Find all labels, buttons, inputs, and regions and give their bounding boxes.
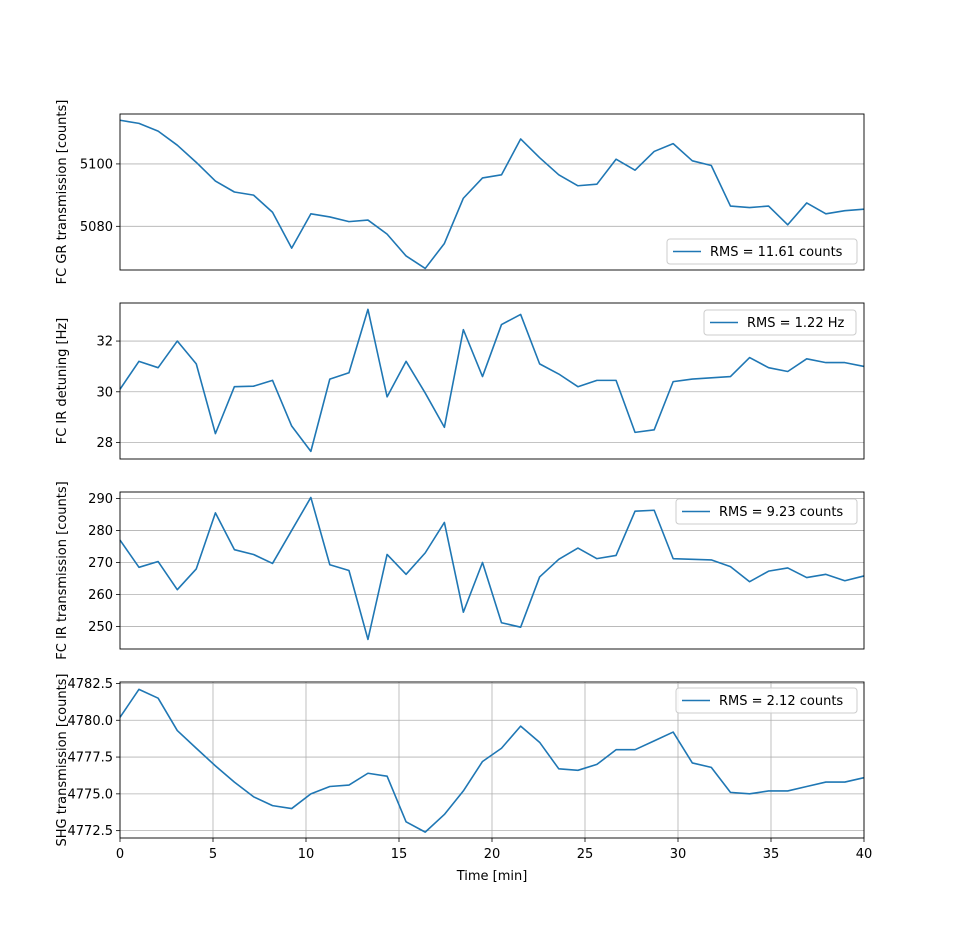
panel3-y-axis-label: FC IR transmission [counts] bbox=[55, 481, 70, 659]
panel4-x-tick-label: 20 bbox=[484, 847, 501, 862]
panel3-y-tick-label: 270 bbox=[88, 556, 113, 571]
panel1-legend-box bbox=[666, 238, 858, 265]
panel4-x-tick-label: 15 bbox=[391, 847, 408, 862]
panel2-y-tick-label: 28 bbox=[96, 436, 113, 451]
panel1-legend-label: RMS = 11.61 counts bbox=[710, 245, 843, 260]
panel4-series-line-1 bbox=[119, 688, 865, 833]
panel2-series-line-1 bbox=[119, 308, 865, 453]
panel3-legend-box bbox=[675, 498, 858, 525]
panel4-y-tick-label: 4772.5 bbox=[68, 824, 114, 839]
panel2-legend-box bbox=[703, 309, 857, 336]
panel3-series-line-1 bbox=[119, 496, 865, 641]
panel4-y-tick-label: 4775.0 bbox=[68, 787, 114, 802]
panel4-y-tick-label: 4780.0 bbox=[68, 714, 114, 729]
panel4-x-tick-label: 25 bbox=[577, 847, 594, 862]
panel1-series-line-1 bbox=[119, 119, 865, 270]
panel4-axes-frame bbox=[119, 681, 865, 839]
panel3-y-tick-label: 280 bbox=[88, 524, 113, 539]
panel3-y-tick-label: 250 bbox=[88, 620, 113, 635]
panel2-y-axis-label: FC IR detuning [Hz] bbox=[55, 318, 70, 445]
panel1-y-axis-label: FC GR transmission [counts] bbox=[55, 100, 70, 285]
panel4-legend-label: RMS = 2.12 counts bbox=[719, 694, 843, 709]
panel4-y-axis-label: SHG transmission [counts] bbox=[55, 673, 70, 846]
panel1-y-tick-label: 5080 bbox=[80, 220, 113, 235]
panel1-y-tick-label: 5100 bbox=[80, 157, 113, 172]
panel4-x-tick-label: 30 bbox=[670, 847, 687, 862]
panel2-y-tick-label: 30 bbox=[96, 385, 113, 400]
panel2-y-tick-label: 32 bbox=[96, 335, 113, 350]
panel4-x-tick-label: 5 bbox=[209, 847, 217, 862]
panel4-legend-box bbox=[675, 687, 858, 714]
panel4-x-tick-label: 35 bbox=[763, 847, 780, 862]
panel4-y-tick-label: 4782.5 bbox=[68, 677, 114, 692]
panel2-legend-label: RMS = 1.22 Hz bbox=[747, 316, 845, 331]
panel4-x-tick-label: 40 bbox=[856, 847, 873, 862]
panel3-axes-frame bbox=[119, 491, 865, 650]
panel4-x-tick-label: 10 bbox=[298, 847, 315, 862]
panel3-y-tick-label: 260 bbox=[88, 588, 113, 603]
panel3-legend-label: RMS = 9.23 counts bbox=[719, 505, 843, 520]
panel3-y-tick-label: 290 bbox=[88, 492, 113, 507]
panel1-axes-frame bbox=[119, 113, 865, 271]
panel4-y-tick-label: 4777.5 bbox=[68, 751, 114, 766]
panel2-axes-frame bbox=[119, 302, 865, 460]
panel4-x-tick-label: 0 bbox=[116, 847, 124, 862]
panel4-x-axis-label: Time [min] bbox=[456, 869, 528, 884]
